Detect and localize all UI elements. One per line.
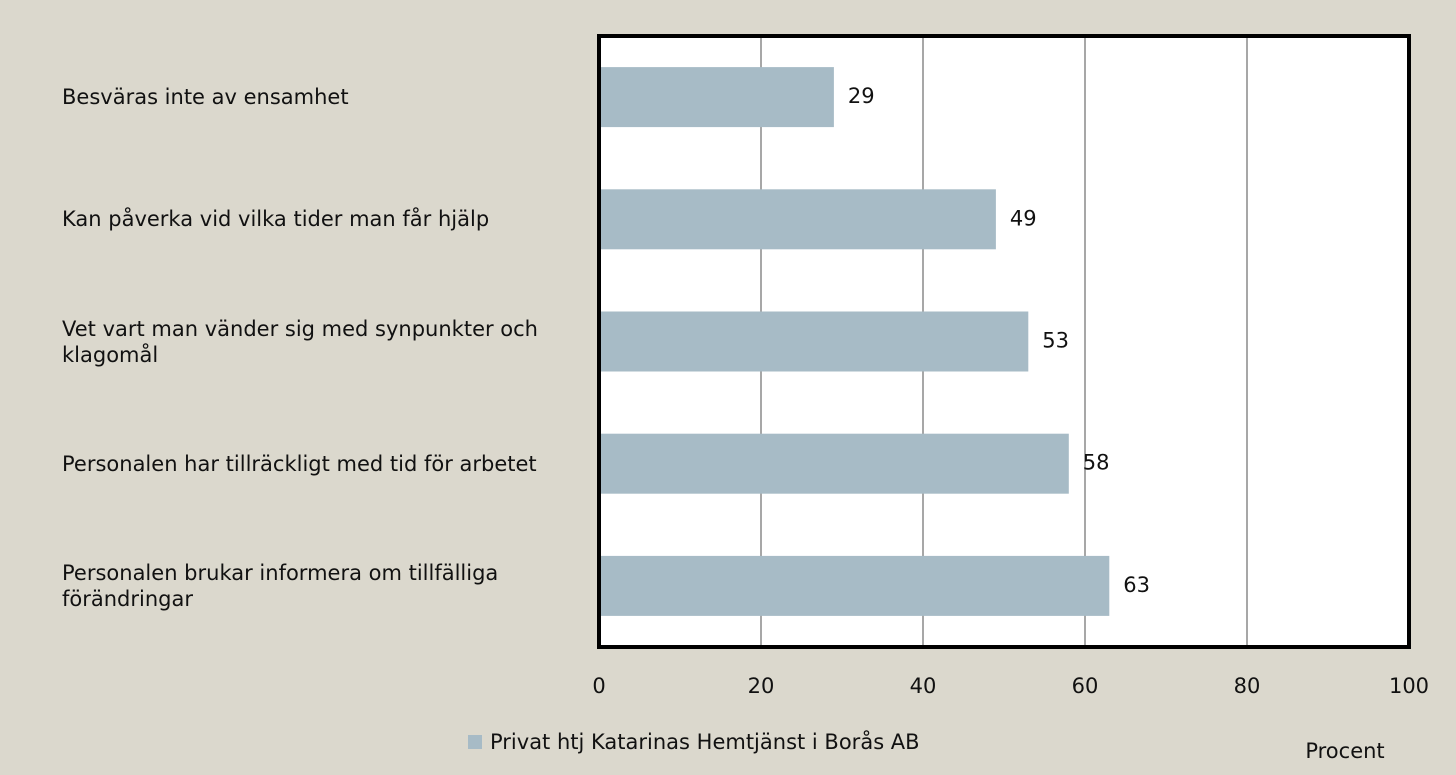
x-tick-label: 100 (1389, 674, 1429, 698)
x-axis-label: Procent (1305, 739, 1384, 763)
x-tick-label: 20 (748, 674, 775, 698)
y-tick-label: Besväras inte av ensamhet (62, 85, 349, 110)
y-tick-label: Personalen brukar informera om tillfälli… (62, 560, 499, 611)
bar (599, 555, 1110, 616)
y-tick-label: Vet vart man vänder sig med synpunkter o… (62, 316, 538, 367)
x-tick-label: 40 (910, 674, 937, 698)
x-tick-label: 0 (592, 674, 605, 698)
data-label: 49 (1010, 206, 1037, 230)
data-label: 63 (1123, 573, 1150, 597)
y-tick-label: Personalen har tillräckligt med tid för … (62, 451, 537, 476)
legend-swatch (468, 735, 482, 749)
plot-border (597, 34, 1411, 649)
y-tick-label: Kan påverka vid vilka tider man får hjäl… (62, 207, 490, 232)
bar (599, 433, 1069, 494)
bar (599, 189, 996, 250)
bar (599, 67, 834, 128)
legend-label: Privat htj Katarinas Hemtjänst i Borås A… (490, 729, 920, 754)
bar (599, 311, 1029, 372)
data-label: 58 (1083, 451, 1110, 475)
data-label: 53 (1042, 329, 1069, 353)
x-tick-label: 80 (1234, 674, 1261, 698)
data-label: 29 (848, 84, 875, 108)
x-tick-label: 60 (1072, 674, 1099, 698)
